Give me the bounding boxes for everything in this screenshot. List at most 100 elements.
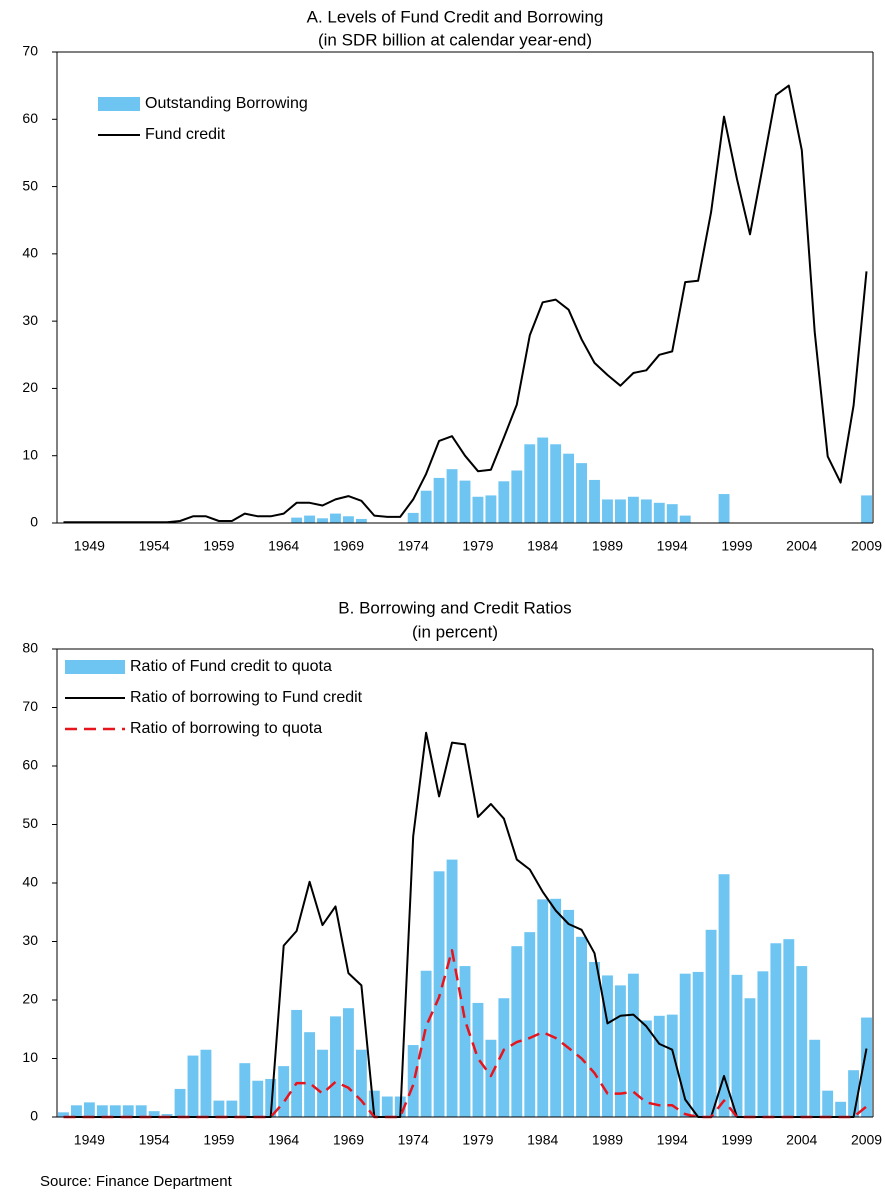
bar bbox=[614, 985, 626, 1117]
bar bbox=[407, 512, 419, 523]
bar bbox=[304, 515, 316, 523]
x-tick-label: 1949 bbox=[74, 538, 105, 554]
chart-subtitle: (in percent) bbox=[412, 622, 498, 641]
bar bbox=[666, 1014, 678, 1117]
legend-swatch bbox=[65, 660, 125, 674]
bar bbox=[291, 517, 303, 523]
y-tick-label: 20 bbox=[22, 379, 38, 395]
bar bbox=[433, 477, 445, 523]
bar bbox=[627, 973, 639, 1117]
bar bbox=[705, 929, 717, 1117]
bar bbox=[692, 971, 704, 1117]
x-tick-label: 1999 bbox=[721, 538, 752, 554]
bar bbox=[614, 499, 626, 523]
bar bbox=[809, 1039, 821, 1117]
bar bbox=[627, 496, 639, 523]
x-tick-label: 2004 bbox=[786, 1132, 817, 1148]
bar bbox=[537, 899, 549, 1117]
x-tick-label: 1959 bbox=[203, 538, 234, 554]
bar bbox=[848, 1070, 860, 1117]
chart-title: A. Levels of Fund Credit and Borrowing bbox=[307, 7, 604, 26]
bar bbox=[485, 1039, 497, 1117]
bar bbox=[511, 470, 523, 523]
bar bbox=[459, 480, 471, 523]
legend-label: Outstanding Borrowing bbox=[145, 95, 308, 112]
bar bbox=[472, 496, 484, 523]
bar bbox=[602, 975, 613, 1117]
bar bbox=[342, 516, 354, 523]
bar bbox=[355, 518, 367, 523]
x-tick-label: 1959 bbox=[203, 1132, 234, 1148]
x-tick-label: 2009 bbox=[851, 538, 882, 554]
legend-label: Fund credit bbox=[145, 126, 226, 143]
x-tick-label: 1974 bbox=[398, 538, 429, 554]
y-tick-label: 80 bbox=[22, 640, 38, 656]
bar bbox=[861, 495, 872, 523]
bar bbox=[278, 1066, 290, 1117]
bar bbox=[589, 479, 600, 523]
x-tick-label: 1984 bbox=[527, 538, 558, 554]
y-tick-label: 10 bbox=[22, 1049, 38, 1065]
y-tick-label: 70 bbox=[22, 43, 38, 59]
bar bbox=[757, 971, 769, 1117]
bar bbox=[381, 1096, 393, 1117]
x-tick-label: 1984 bbox=[527, 1132, 558, 1148]
bar bbox=[796, 966, 808, 1117]
chart-subtitle: (in SDR billion at calendar year-end) bbox=[318, 30, 592, 49]
bar bbox=[226, 1100, 238, 1117]
y-tick-label: 0 bbox=[30, 514, 38, 530]
y-tick-label: 70 bbox=[22, 698, 38, 714]
chart-title: B. Borrowing and Credit Ratios bbox=[338, 598, 571, 617]
y-tick-label: 10 bbox=[22, 446, 38, 462]
y-tick-label: 40 bbox=[22, 245, 38, 261]
bar bbox=[640, 499, 652, 523]
bar bbox=[770, 943, 782, 1117]
bar bbox=[70, 1105, 82, 1117]
bar bbox=[407, 1045, 419, 1117]
line-series bbox=[63, 84, 868, 524]
bar bbox=[472, 1002, 484, 1117]
x-tick-label: 2004 bbox=[786, 538, 817, 554]
bar bbox=[122, 1105, 134, 1117]
bar bbox=[679, 515, 691, 523]
x-tick-label: 2009 bbox=[851, 1132, 882, 1148]
x-tick-label: 1979 bbox=[462, 538, 493, 554]
bar bbox=[83, 1102, 95, 1117]
y-tick-label: 60 bbox=[22, 757, 38, 773]
x-tick-label: 1994 bbox=[657, 1132, 688, 1148]
bar bbox=[200, 1049, 212, 1117]
bar bbox=[783, 939, 795, 1117]
y-tick-label: 0 bbox=[30, 1108, 38, 1124]
x-tick-label: 1989 bbox=[592, 538, 623, 554]
bar bbox=[330, 1016, 341, 1117]
bar bbox=[563, 909, 575, 1117]
x-tick-label: 1979 bbox=[462, 1132, 493, 1148]
x-tick-label: 1969 bbox=[333, 1132, 364, 1148]
bar bbox=[109, 1105, 121, 1117]
y-tick-label: 30 bbox=[22, 932, 38, 948]
bar bbox=[498, 998, 510, 1117]
bar bbox=[563, 453, 575, 523]
bar bbox=[317, 1049, 328, 1117]
bar bbox=[576, 936, 588, 1117]
y-tick-label: 40 bbox=[22, 874, 38, 890]
x-tick-label: 1989 bbox=[592, 1132, 623, 1148]
bar bbox=[96, 1105, 108, 1117]
bar bbox=[161, 1114, 173, 1117]
bar bbox=[368, 1090, 380, 1117]
legend-label: Ratio of borrowing to Fund credit bbox=[130, 689, 363, 706]
bar bbox=[537, 437, 549, 523]
bar bbox=[330, 513, 341, 523]
x-tick-label: 1954 bbox=[139, 1132, 170, 1148]
x-tick-label: 1974 bbox=[398, 1132, 429, 1148]
bar bbox=[653, 1015, 665, 1117]
x-tick-label: 1949 bbox=[74, 1132, 105, 1148]
bar bbox=[187, 1055, 199, 1117]
bar bbox=[589, 961, 600, 1117]
x-tick-label: 1994 bbox=[657, 538, 688, 554]
bar bbox=[640, 1020, 652, 1117]
bar bbox=[524, 932, 536, 1117]
y-tick-label: 50 bbox=[22, 815, 38, 831]
bar bbox=[148, 1111, 160, 1117]
